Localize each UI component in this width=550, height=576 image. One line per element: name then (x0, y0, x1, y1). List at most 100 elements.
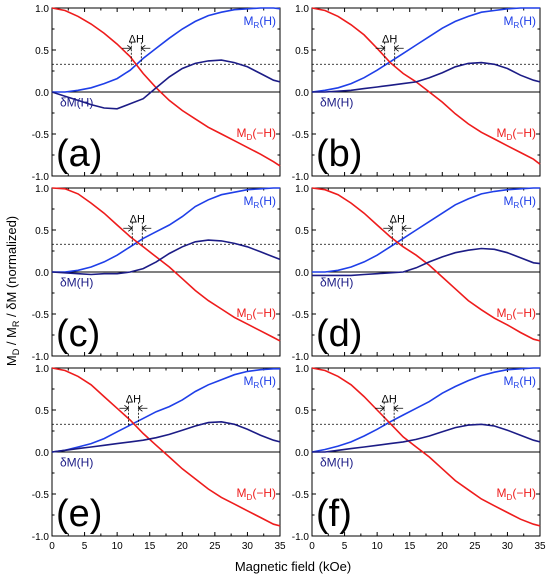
md-label: MD(−H) (497, 486, 536, 502)
y-tick-label: 0.0 (35, 268, 49, 279)
md-label-sub: D (507, 133, 513, 142)
dm-line (312, 423, 541, 453)
md-label-sub: D (247, 313, 253, 322)
y-tick-label: 1.0 (35, 184, 49, 195)
md-label-main: M (497, 486, 507, 500)
x-tick-label: 5 (82, 541, 88, 552)
mr-label: MR(H) (244, 194, 276, 210)
dm-label: δM(H) (60, 95, 93, 109)
md-line (311, 7, 541, 165)
dm-label: δM(H) (60, 275, 93, 289)
x-tick-label: 30 (502, 541, 514, 552)
x-tick-label: 15 (404, 541, 416, 552)
panel-f: -1.0-0.50.00.51.00 5 10 15 20 25 30 35ΔHMR(H)MD… (292, 364, 546, 552)
y-tick-label: 0.5 (35, 226, 49, 237)
x-tick-label: 35 (534, 541, 546, 552)
y-tick-label: -1.0 (32, 532, 50, 543)
dh-arrow-left (119, 404, 130, 412)
mr-line (311, 367, 540, 453)
md-label: MD(−H) (237, 126, 276, 142)
mr-label-main: M (504, 374, 514, 388)
y-label-slash: / M (4, 327, 19, 349)
mr-line (52, 7, 281, 93)
y-tick-label: 0.0 (35, 448, 49, 459)
y-tick-label: -0.5 (292, 310, 310, 321)
x-tick-label: 25 (209, 541, 221, 552)
mr-label-arg: (H) (519, 194, 536, 208)
dm-line (312, 61, 541, 93)
md-line (51, 7, 281, 167)
mr-label: MR(H) (244, 14, 276, 30)
panel-letter: (a) (56, 133, 102, 175)
panel-letter: (c) (56, 313, 100, 355)
md-label-sub: D (247, 493, 253, 502)
mr-label-sub: R (514, 21, 520, 30)
md-label-main: M (237, 486, 247, 500)
panel-letter: (b) (316, 133, 362, 175)
x-tick-label: 20 (437, 541, 449, 552)
x-tick-label: 30 (242, 541, 254, 552)
dh-arrow-left (123, 224, 133, 232)
md-label-arg: (−H) (252, 306, 276, 320)
mr-label: MR(H) (504, 374, 536, 390)
dh-arrow-right (393, 404, 404, 412)
dh-label: ΔH (130, 213, 145, 225)
dm-label: δM(H) (320, 95, 353, 109)
md-label-arg: (−H) (512, 306, 536, 320)
md-label-sub: D (507, 313, 513, 322)
mr-label-sub: R (254, 21, 260, 30)
md-label-arg: (−H) (252, 126, 276, 140)
mr-label: MR(H) (244, 374, 276, 390)
y-tick-label: -1.0 (292, 532, 310, 543)
mr-line (311, 7, 540, 93)
dh-label: ΔH (126, 393, 141, 405)
mr-label-sub: R (514, 201, 520, 210)
x-tick-label: 10 (112, 541, 124, 552)
md-line (51, 367, 281, 527)
dh-label: ΔH (382, 33, 397, 45)
x-tick-label: 5 (342, 541, 348, 552)
dh-arrow-right (401, 224, 412, 232)
y-tick-label: 0.0 (35, 88, 49, 99)
dh-arrow-right (140, 44, 151, 52)
y-tick-label: 0.5 (35, 406, 49, 417)
dm-line (51, 239, 281, 276)
mr-label-main: M (244, 374, 254, 388)
x-tick-label: 20 (177, 541, 189, 552)
dm-line (51, 420, 281, 453)
md-line (51, 187, 281, 342)
panel-letter: (e) (56, 493, 102, 535)
dm-label: δM(H) (320, 455, 353, 469)
x-tick-label: 15 (144, 541, 156, 552)
md-label: MD(−H) (497, 126, 536, 142)
y-tick-label: 1.0 (35, 364, 49, 375)
dm-label: δM(H) (320, 275, 353, 289)
y-tick-label: 0.5 (295, 226, 309, 237)
x-tick-label: 0 (309, 541, 315, 552)
panels: -1.0-0.50.00.51.0ΔHMR(H)MD(−H)δM(H)(a)-1… (32, 4, 546, 552)
mr-line (51, 368, 280, 453)
md-label-main: M (497, 306, 507, 320)
md-label-main: M (237, 126, 247, 140)
y-tick-label: 1.0 (295, 184, 309, 195)
md-label: MD(−H) (237, 306, 276, 322)
y-label-rest: / δM (normalized) (4, 216, 19, 321)
mr-label-sub: R (254, 381, 260, 390)
y-tick-label: -1.0 (292, 352, 310, 363)
mr-label-main: M (504, 194, 514, 208)
y-tick-label: -0.5 (292, 130, 310, 141)
y-tick-label: 0.0 (295, 88, 309, 99)
y-tick-label: 0.5 (295, 406, 309, 417)
mr-label-sub: R (254, 201, 260, 210)
y-tick-label: 0.5 (295, 46, 309, 57)
y-tick-label: -1.0 (32, 172, 50, 183)
dh-arrow-right (137, 404, 148, 412)
dh-label: ΔH (390, 213, 405, 225)
y-tick-label: 0.0 (295, 448, 309, 459)
md-line (311, 187, 541, 342)
